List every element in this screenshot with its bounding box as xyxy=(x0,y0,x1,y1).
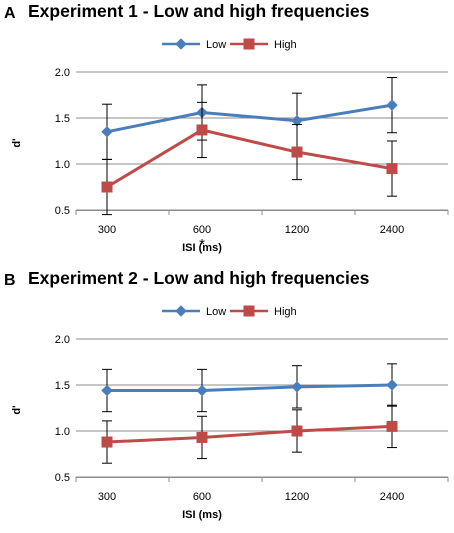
chart-panel-a: A Experiment 1 - Low and high frequencie… xyxy=(0,0,454,266)
x-tick-label: 1200 xyxy=(285,224,309,236)
data-point xyxy=(386,379,398,391)
series-line xyxy=(107,383,393,393)
x-tick-label: 600 xyxy=(193,491,211,503)
legend-item: Low xyxy=(162,305,226,318)
legend-label: Low xyxy=(206,39,226,51)
y-tick-label: 1.5 xyxy=(55,380,70,392)
panel-label: B xyxy=(4,272,16,289)
legend-item: High xyxy=(230,38,297,51)
legend-marker xyxy=(175,38,187,50)
data-point xyxy=(101,436,113,448)
legend-item: Low xyxy=(162,38,226,51)
chart-title: Experiment 2 - Low and high frequencies xyxy=(28,268,370,288)
y-tick-label: 0.5 xyxy=(55,472,70,484)
panel-label: A xyxy=(4,5,16,22)
data-point xyxy=(196,124,208,136)
series-low xyxy=(101,363,398,413)
series-line xyxy=(106,424,393,444)
data-point xyxy=(196,384,208,397)
data-point xyxy=(291,146,303,158)
data-point xyxy=(101,384,113,397)
series-high xyxy=(101,404,398,464)
legend-marker xyxy=(243,38,255,50)
y-tick-label: 1.0 xyxy=(55,426,70,438)
x-tick-label: 2400 xyxy=(380,224,404,236)
y-axis-title: d' xyxy=(11,405,23,415)
legend-label: High xyxy=(274,39,297,51)
series-line xyxy=(106,103,393,134)
y-axis-title: d' xyxy=(11,138,23,148)
chart-panel-b: B Experiment 2 - Low and high frequencie… xyxy=(0,267,454,533)
x-tick-label: 300 xyxy=(98,491,116,503)
y-tick-label: 0.5 xyxy=(55,205,70,217)
y-tick-label: 2.0 xyxy=(55,67,70,79)
series-high xyxy=(101,101,398,216)
x-tick-label: 600 xyxy=(193,224,211,236)
data-point xyxy=(386,163,398,175)
chart-title: Experiment 1 - Low and high frequencies xyxy=(28,1,370,21)
significance-marker: * xyxy=(199,236,205,253)
legend-label: High xyxy=(274,306,297,318)
data-point xyxy=(196,431,208,443)
chart-svg: 0.5 1.0 1.5 2.0 300 600 1200 2400 ISI (ms) d' Low H… xyxy=(11,38,449,254)
x-tick-label: 1200 xyxy=(285,491,309,503)
legend-item: High xyxy=(230,305,297,318)
x-tick-label: 300 xyxy=(98,224,116,236)
y-tick-label: 2.0 xyxy=(55,334,70,346)
series-low xyxy=(101,77,398,160)
chart-svg: 0.5 1.0 1.5 2.0 300 600 1200 2400 ISI (ms) d' Low H… xyxy=(11,305,449,521)
data-point xyxy=(291,425,303,437)
y-tick-label: 1.0 xyxy=(55,159,70,171)
data-point xyxy=(386,99,398,111)
data-point xyxy=(101,126,113,138)
data-point xyxy=(291,381,303,393)
series-line xyxy=(106,128,393,189)
x-axis-title: ISI (ms) xyxy=(182,242,222,254)
x-axis-title: ISI (ms) xyxy=(182,509,222,521)
legend-label: Low xyxy=(206,306,226,318)
data-point xyxy=(386,420,398,432)
y-tick-label: 1.5 xyxy=(55,113,70,125)
data-point xyxy=(101,181,113,193)
x-tick-label: 2400 xyxy=(380,491,404,503)
legend-marker xyxy=(243,305,255,317)
legend-marker xyxy=(175,305,187,317)
